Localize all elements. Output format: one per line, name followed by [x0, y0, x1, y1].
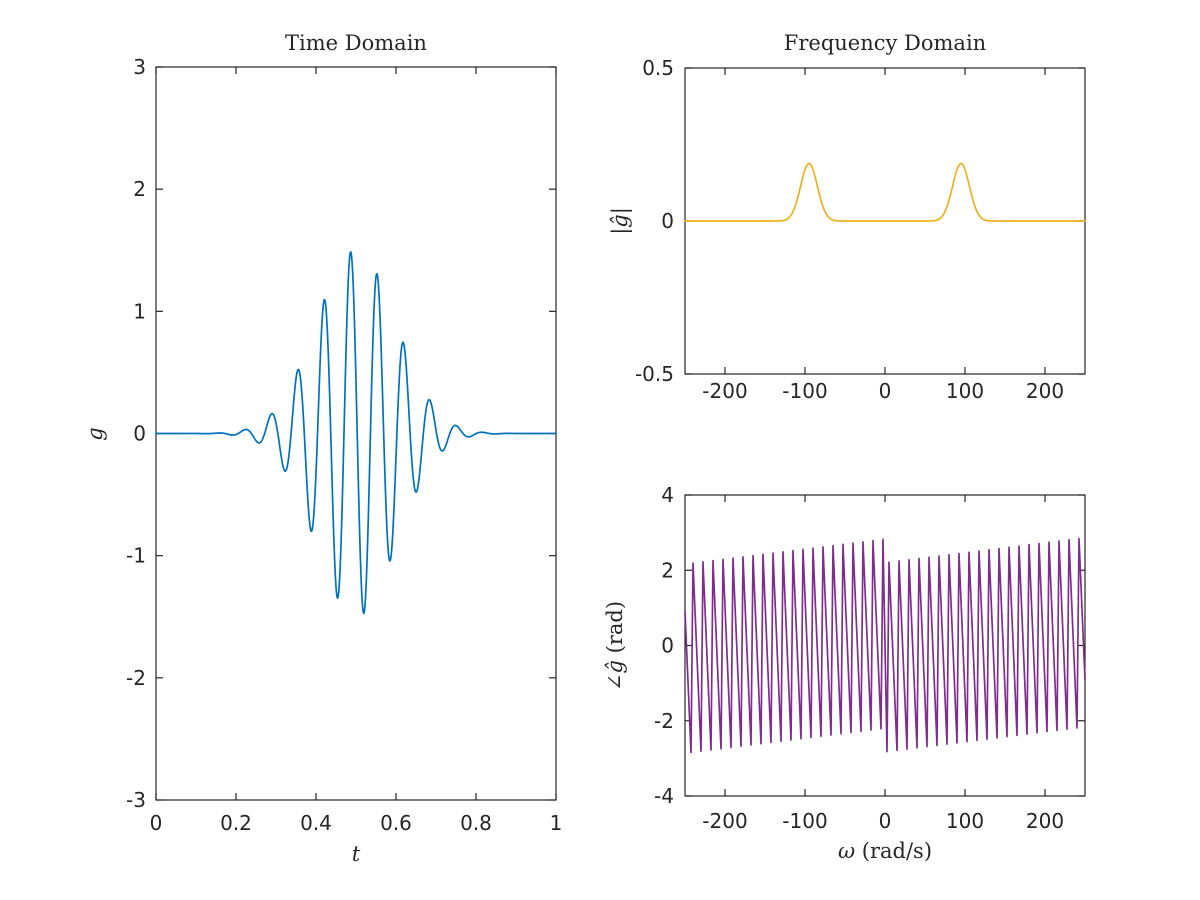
phase-ylabel: ∠ĝ (rad)	[603, 601, 627, 691]
phase-xlabel-units: (rad/s)	[855, 839, 932, 863]
time-line	[155, 251, 557, 615]
magnitude-x-tick-label: -200	[702, 379, 747, 403]
phase-line	[684, 537, 1086, 754]
phase-x-tick-label: -200	[702, 809, 747, 833]
time-y-tick-label: -3	[126, 788, 146, 812]
phase-y-tick-label: 0	[661, 634, 674, 658]
magnitude-x-tick-label: 100	[946, 379, 984, 403]
magnitude-x-tick-label: 200	[1026, 379, 1064, 403]
time-x-tick-label: 0.6	[380, 811, 412, 835]
magnitude-x-tick-label: 0	[879, 379, 892, 403]
phase-x-tick-label: 100	[946, 809, 984, 833]
time-x-tick-label: 0	[150, 811, 163, 835]
time-y-tick-label: -1	[126, 544, 146, 568]
phase-x-tick-label: 200	[1026, 809, 1064, 833]
time-x-tick-label: 0.8	[460, 811, 492, 835]
time-plot-title: Time Domain	[285, 31, 427, 55]
magnitude-y-tick-label: 0	[661, 209, 674, 233]
phase-ylabel-units: (rad)	[603, 601, 627, 660]
time-xlabel: t	[352, 842, 361, 866]
time-y-tick-label: 2	[133, 177, 146, 201]
omega-symbol: ω	[838, 839, 855, 863]
time-y-tick-label: 3	[133, 55, 146, 79]
magnitude-ylabel: |ĝ|	[608, 207, 633, 235]
frequency-magnitude-plot: Frequency Domain |ĝ| -200 -100 0 100 200 -0.5…	[608, 31, 1086, 403]
magnitude-x-tick-label: -100	[782, 379, 827, 403]
time-x-tick-label: 1	[550, 811, 563, 835]
time-x-tick-label: 0.4	[300, 811, 332, 835]
time-plot: Time Domain t g 0 0.2 0.4 0.6 0.8 1 -3 -2 -1 0 1 2 3	[83, 31, 562, 866]
angle-g-hat-symbol: ∠ĝ	[603, 660, 627, 691]
magnitude-y-tick-label: -0.5	[635, 362, 674, 386]
magnitude-line	[684, 162, 1086, 222]
time-ylabel: g	[83, 427, 107, 440]
phase-plot: ω (rad/s) ∠ĝ (rad) -200 -100 0 100 200 -4 -2 0 2…	[603, 483, 1086, 863]
phase-x-tick-label: -100	[782, 809, 827, 833]
phase-y-tick-label: 2	[661, 558, 674, 582]
phase-y-tick-label: 4	[661, 483, 674, 507]
phase-y-tick-label: -4	[654, 784, 674, 808]
time-y-tick-label: -2	[126, 666, 146, 690]
phase-x-tick-label: 0	[879, 809, 892, 833]
phase-y-tick-label: -2	[654, 709, 674, 733]
magnitude-y-tick-label: 0.5	[642, 56, 674, 80]
time-y-tick-label: 0	[133, 422, 146, 446]
time-x-tick-label: 0.2	[220, 811, 252, 835]
frequency-plot-title: Frequency Domain	[784, 31, 986, 55]
phase-xlabel: ω (rad/s)	[838, 839, 932, 863]
time-y-tick-label: 1	[133, 299, 146, 323]
